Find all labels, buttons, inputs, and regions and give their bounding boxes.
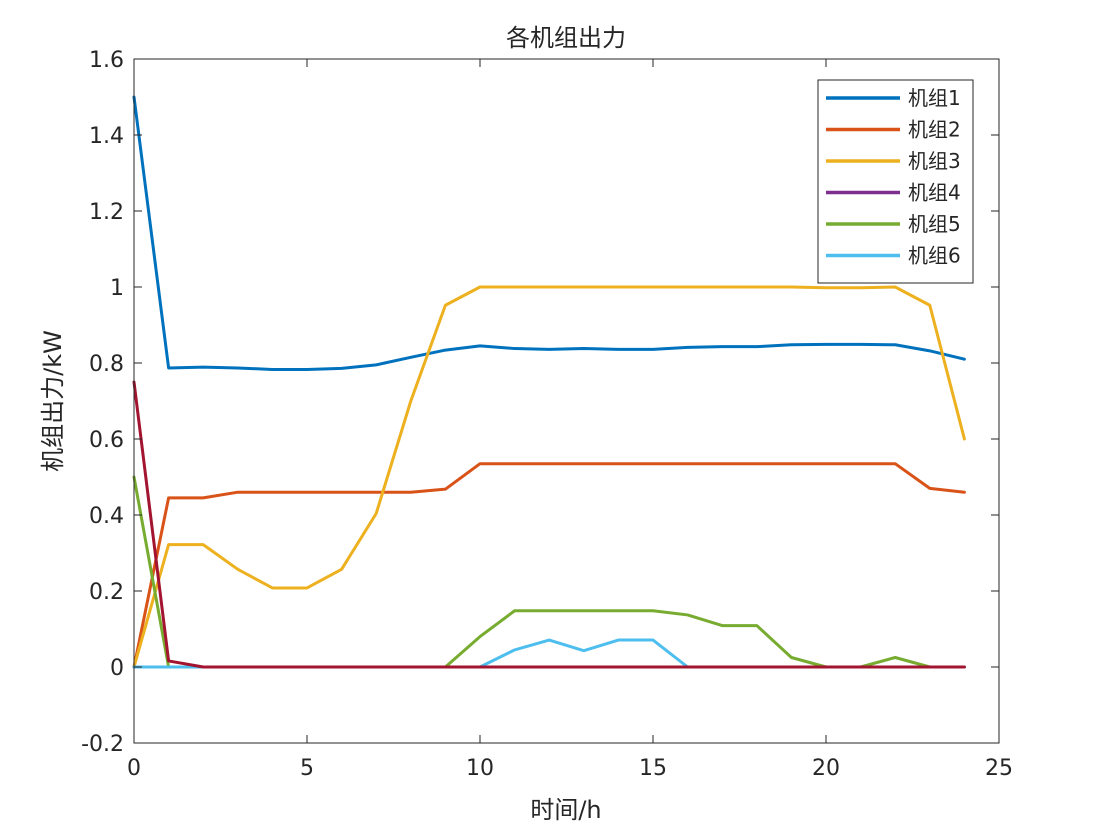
legend-label: 机组4 <box>908 181 961 205</box>
axes-box <box>133 58 1000 744</box>
x-axis-label: 时间/h <box>530 796 601 824</box>
series-2-line <box>132 462 966 669</box>
series-1-line <box>132 95 966 371</box>
y-tick-label: 1.2 <box>89 200 124 225</box>
series-3-line <box>132 285 966 669</box>
chart-title: 各机组出力 <box>506 24 626 52</box>
legend-label: 机组5 <box>908 212 961 236</box>
y-tick-label: 1.6 <box>89 48 124 73</box>
y-tick-label: 0.6 <box>89 428 124 453</box>
x-tick-label: 5 <box>300 756 314 781</box>
legend-box <box>817 79 974 284</box>
y-tick-label: 0.4 <box>89 504 124 529</box>
x-tick-label: 25 <box>985 756 1013 781</box>
x-tick-label: 15 <box>639 756 667 781</box>
y-tick-label: -0.2 <box>81 732 124 757</box>
ticks-layer: 0 5 10 15 20 25-0.200.20.40.60.811.21.41.6 <box>81 48 1013 781</box>
legend-label: 机组3 <box>908 149 961 173</box>
series-layer <box>132 95 966 669</box>
y-tick-label: 0.2 <box>89 580 124 605</box>
legend-label: 机组2 <box>908 118 961 142</box>
y-tick-label: 1 <box>110 276 124 301</box>
legend-label: 机组1 <box>908 86 961 110</box>
y-tick-label: 0.8 <box>89 352 124 377</box>
x-tick-label: 0 <box>127 756 141 781</box>
legend-label: 机组6 <box>908 244 961 268</box>
axes-layer <box>133 58 1000 744</box>
extra-series-1-line <box>132 380 966 669</box>
y-axis-label: 机组出力/kW <box>39 330 67 472</box>
x-tick-label: 20 <box>812 756 840 781</box>
legend: 机组1 机组2 机组3 机组4 机组5 机组6 <box>817 79 974 284</box>
y-tick-label: 0 <box>110 656 124 681</box>
y-tick-label: 1.4 <box>89 124 124 149</box>
x-tick-label: 10 <box>466 756 494 781</box>
